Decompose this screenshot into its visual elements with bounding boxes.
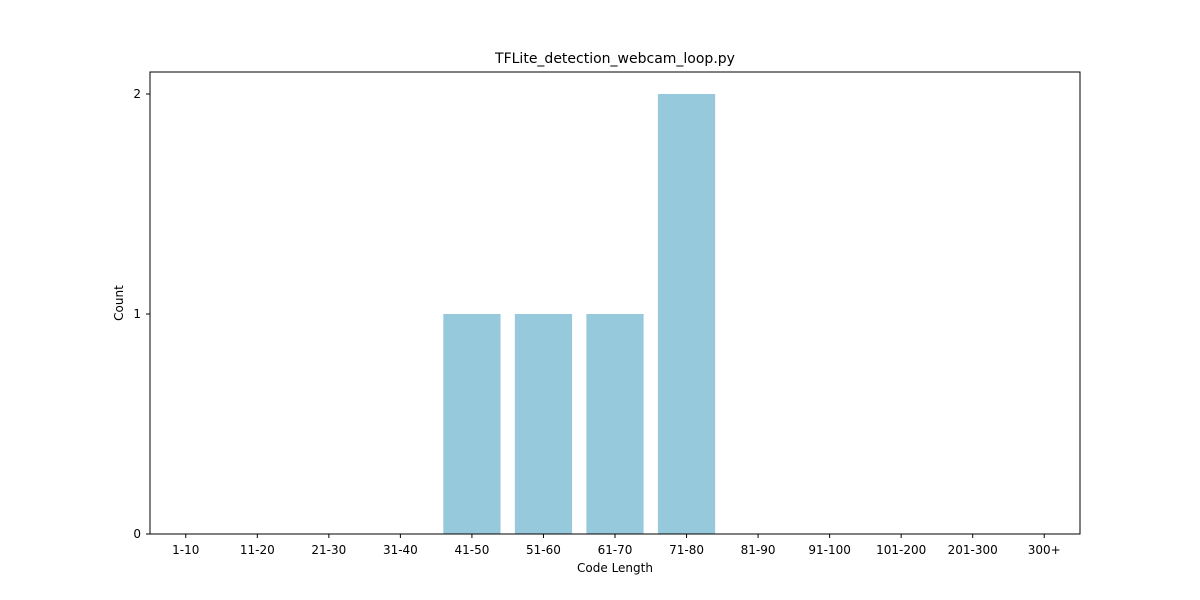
x-tick-label: 201-300 [948, 543, 998, 557]
y-axis: 0 1 2 [133, 87, 150, 541]
x-tick-label: 11-20 [240, 543, 275, 557]
y-tick-label: 1 [133, 307, 141, 321]
bars-layer [443, 94, 716, 534]
bar-41-50 [443, 314, 501, 534]
y-tick-label: 2 [133, 87, 141, 101]
bar-51-60 [514, 314, 573, 534]
x-tick-label: 91-100 [808, 543, 851, 557]
x-tick-label: 41-50 [454, 543, 489, 557]
x-tick-label: 101-200 [876, 543, 926, 557]
chart-title: TFLite_detection_webcam_loop.py [494, 51, 735, 67]
x-tick-label: 21-30 [311, 543, 346, 557]
bar-61-70 [586, 314, 644, 534]
y-tick-label: 0 [133, 527, 141, 541]
x-tick-label: 300+ [1028, 543, 1061, 557]
bar-71-80 [657, 94, 716, 534]
y-axis-label: Count [112, 285, 126, 321]
x-tick-label: 31-40 [383, 543, 418, 557]
x-tick-label: 71-80 [669, 543, 704, 557]
x-tick-label: 61-70 [598, 543, 633, 557]
x-tick-label: 81-90 [741, 543, 776, 557]
x-axis-label: Code Length [577, 561, 653, 575]
x-tick-label: 51-60 [526, 543, 561, 557]
x-tick-label: 1-10 [172, 543, 199, 557]
x-axis: 1-10 11-20 21-30 31-40 41-50 51-60 61-70 71-80 8… [172, 534, 1061, 557]
